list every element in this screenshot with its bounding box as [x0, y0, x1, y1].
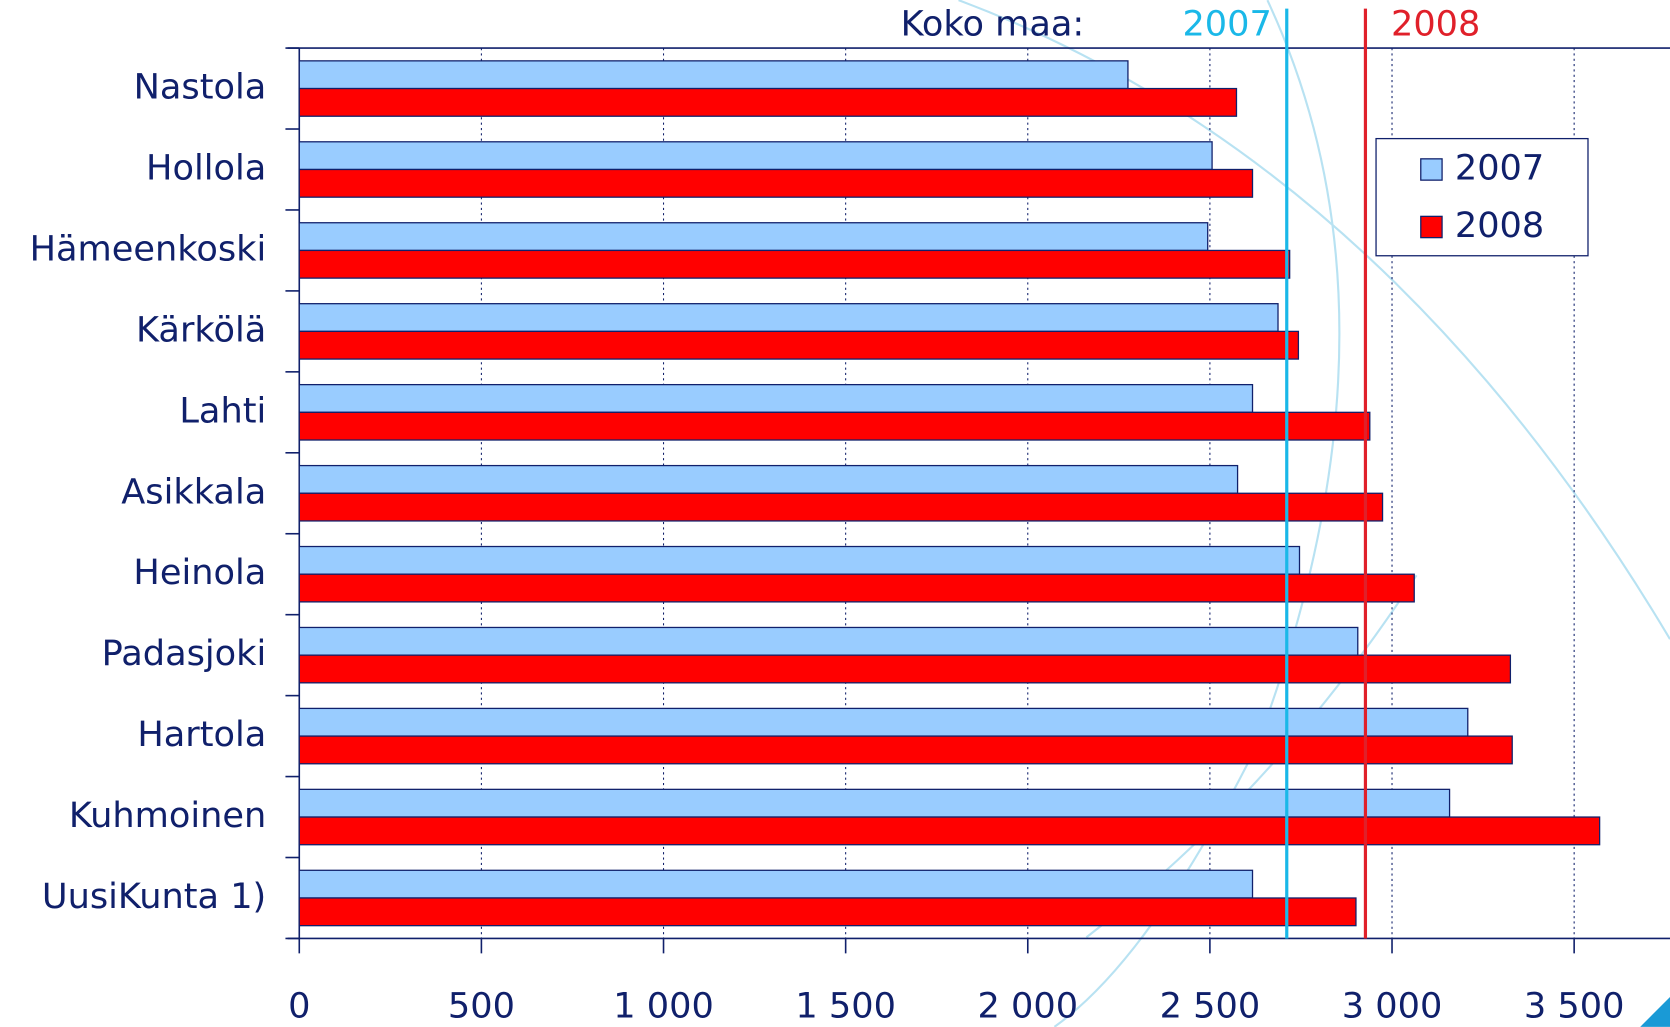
- bar: [298, 87, 1238, 117]
- x-tick-label: 500: [448, 986, 515, 1027]
- bar: [298, 573, 1415, 603]
- bar: [298, 707, 1469, 737]
- bar: [298, 303, 1279, 333]
- legend-swatch: [1420, 215, 1443, 239]
- y-tick-label: UusiKunta 1): [42, 876, 266, 917]
- reference-label: 2007: [1182, 4, 1271, 45]
- y-tick-label: Hollola: [146, 147, 266, 188]
- y-tick-label: Kuhmoinen: [69, 795, 266, 836]
- corner-decoration: [1640, 997, 1670, 1027]
- y-tick-label: Asikkala: [121, 471, 266, 512]
- y-tick-label: Lahti: [179, 390, 266, 431]
- bar: [298, 897, 1357, 927]
- legend-swatch: [1420, 158, 1443, 181]
- y-tick-label: Nastola: [134, 67, 267, 108]
- y-tick-label: Hartola: [137, 714, 266, 755]
- bar: [298, 330, 1300, 360]
- bar: [298, 383, 1254, 413]
- bar: [298, 141, 1213, 171]
- bar: [298, 168, 1254, 198]
- bar: [298, 60, 1129, 90]
- x-tick-label: 1 500: [795, 986, 896, 1027]
- y-tick-label: Heinola: [133, 552, 266, 593]
- legend-box: [1375, 137, 1589, 257]
- bar: [298, 735, 1513, 765]
- y-tick-label: Hämeenkoski: [30, 228, 267, 269]
- reference-title: Koko maa:: [901, 4, 1085, 45]
- bar: [298, 464, 1239, 494]
- bar: [298, 654, 1512, 684]
- bar: [298, 249, 1291, 279]
- bar: [298, 545, 1301, 575]
- x-tick-label: 2 000: [977, 986, 1078, 1027]
- x-tick-label: 0: [288, 986, 310, 1027]
- bar: [298, 788, 1451, 818]
- bar: [298, 816, 1601, 846]
- legend-label: 2008: [1455, 205, 1544, 246]
- bar: [298, 492, 1384, 522]
- legend-label: 2007: [1455, 147, 1544, 188]
- x-tick-label: 3 000: [1342, 986, 1443, 1027]
- x-tick-label: 2 500: [1160, 986, 1261, 1027]
- reference-label: 2008: [1391, 4, 1480, 45]
- bar: [298, 411, 1371, 441]
- bar: [298, 222, 1209, 252]
- bar: [298, 869, 1254, 899]
- y-tick-label: Padasjoki: [102, 633, 267, 674]
- y-tick-label: Kärkölä: [136, 309, 266, 350]
- bar: [298, 626, 1359, 656]
- x-tick-label: 1 000: [613, 986, 714, 1027]
- x-tick-label: 3 500: [1524, 986, 1625, 1027]
